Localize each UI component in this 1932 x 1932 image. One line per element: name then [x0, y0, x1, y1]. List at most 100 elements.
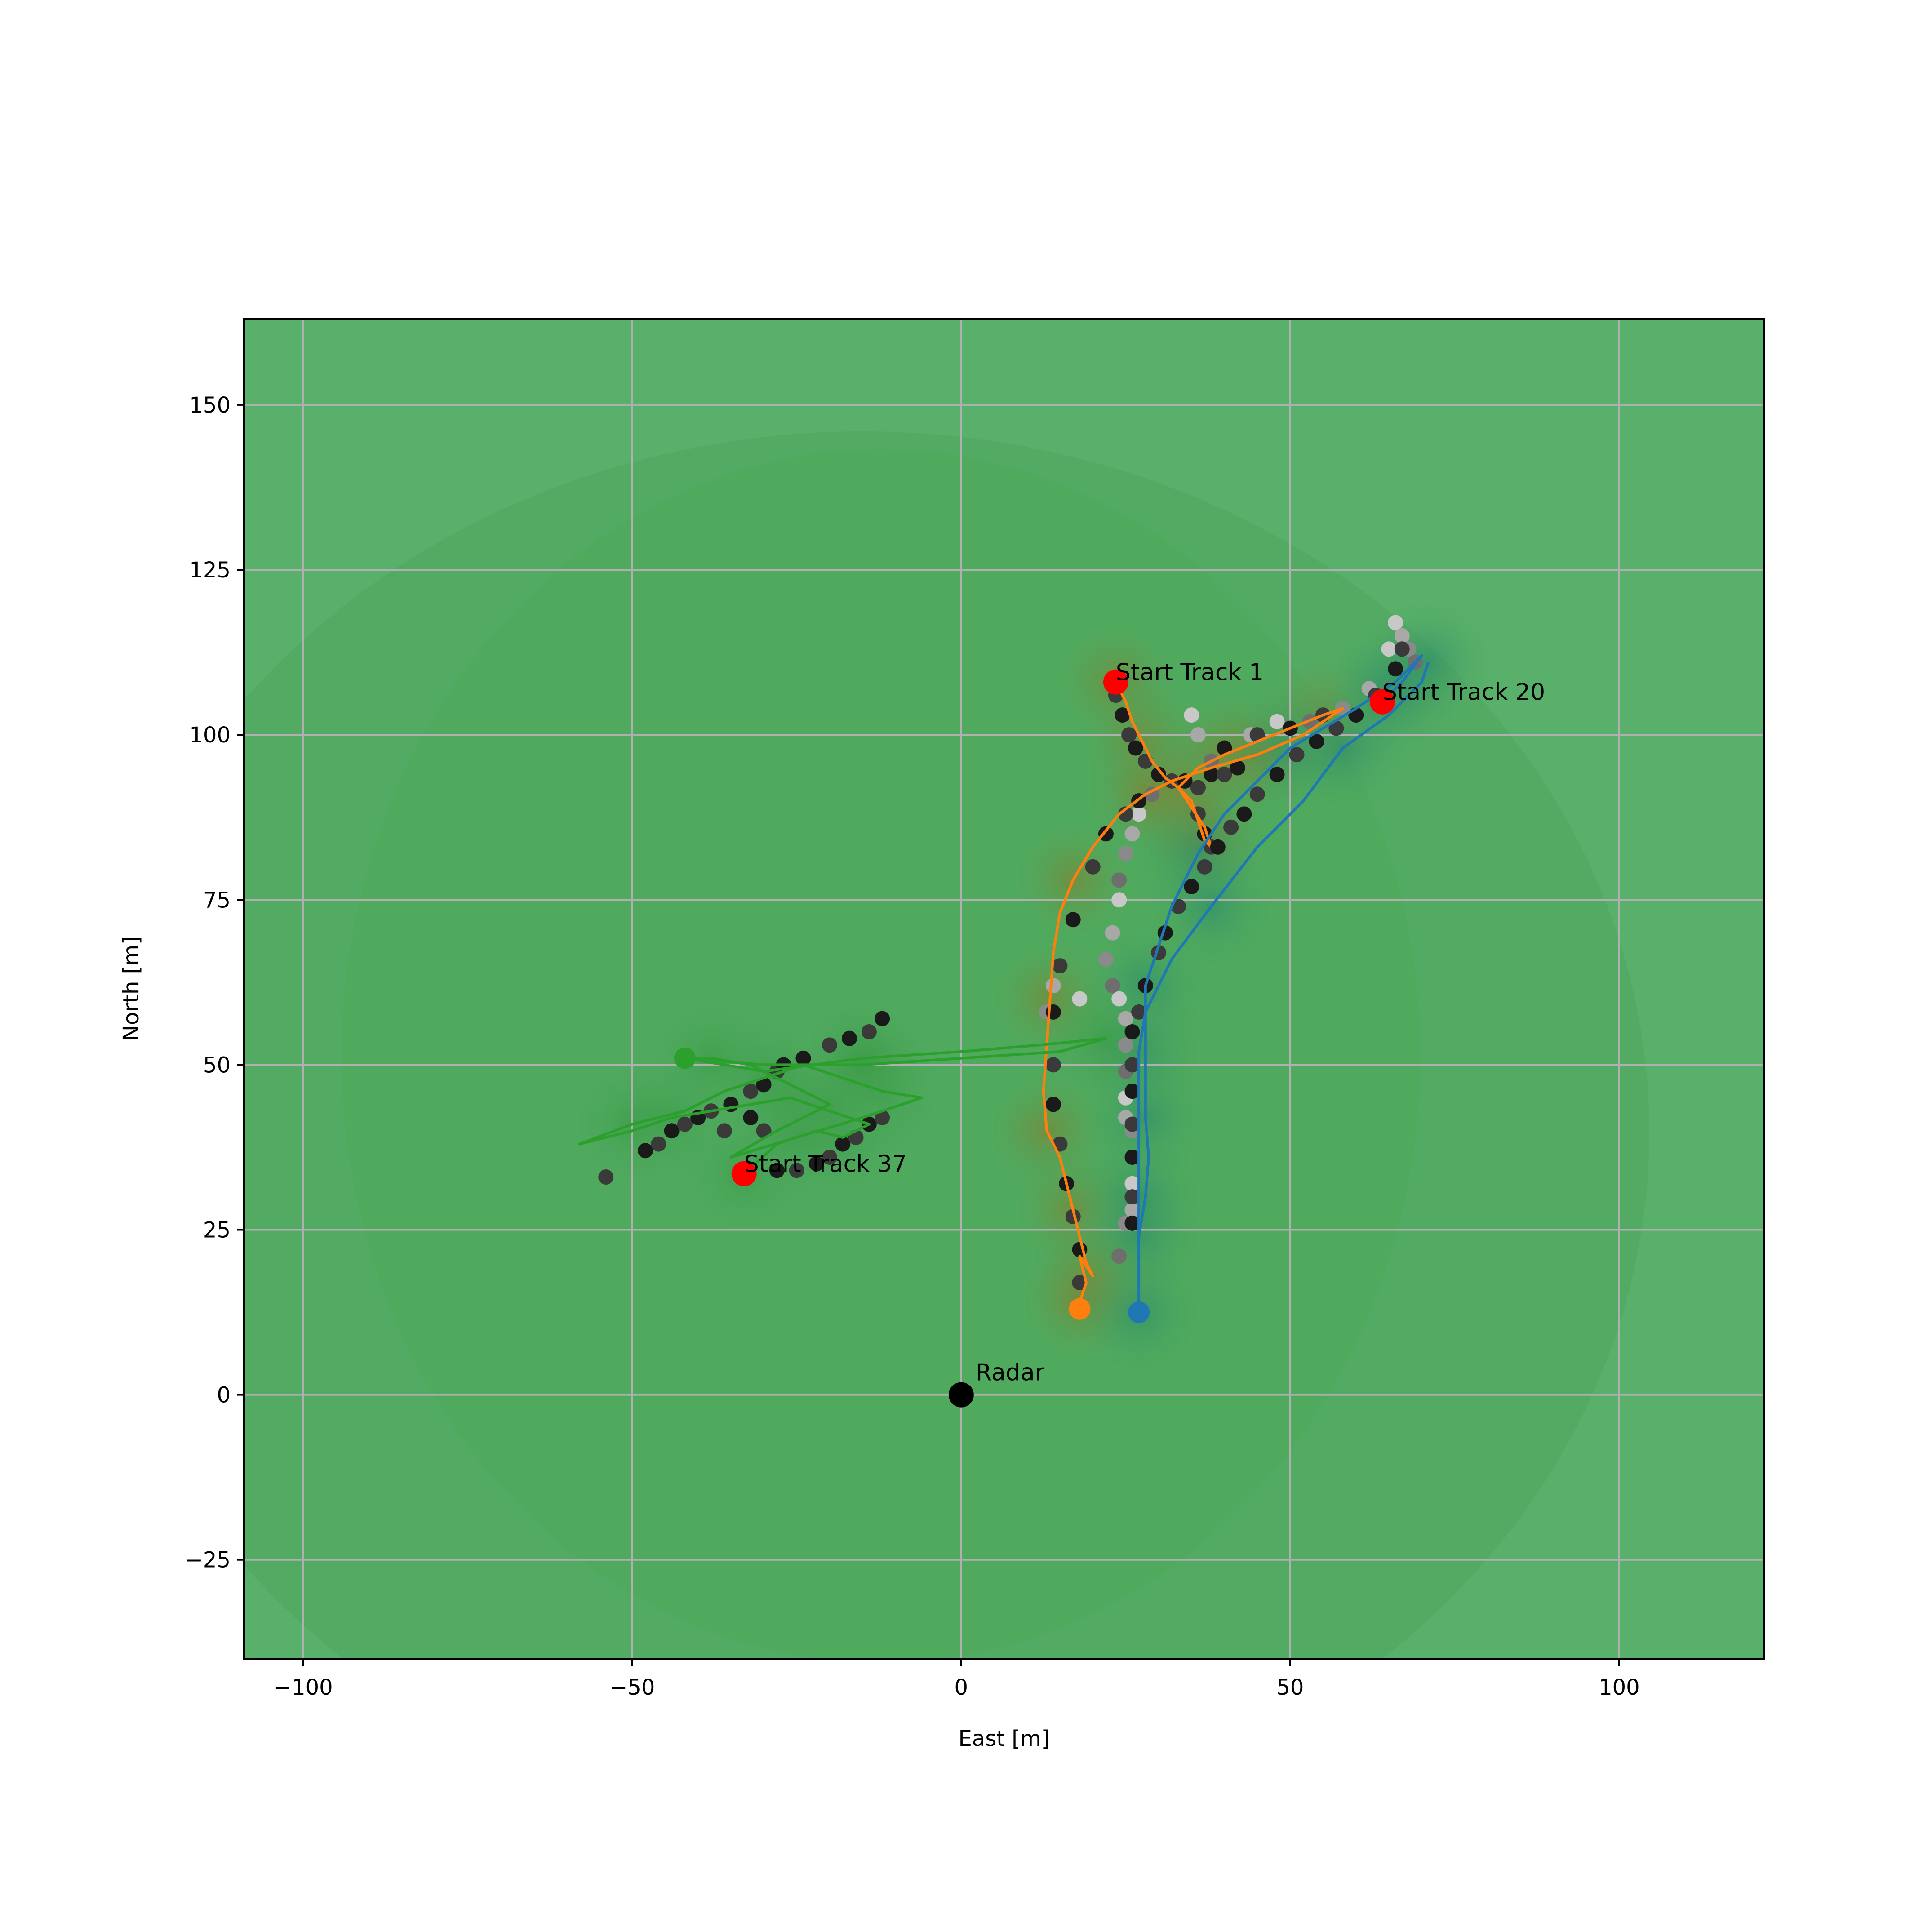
- detection-point: [1118, 846, 1133, 862]
- detection-point: [1204, 767, 1219, 782]
- y-tick-label: −25: [185, 1548, 231, 1573]
- detection-point: [651, 1136, 666, 1152]
- tracks: [578, 641, 1430, 1314]
- detection-point: [1131, 806, 1147, 822]
- detection-point: [1151, 767, 1167, 782]
- detection-point: [1115, 707, 1130, 723]
- detection-point: [861, 1024, 877, 1039]
- x-axis-label: East [m]: [958, 1726, 1049, 1751]
- detection-point: [716, 1123, 732, 1139]
- track-line: [1137, 654, 1430, 1314]
- track-start-marker: [1103, 669, 1128, 695]
- detection-point: [1381, 641, 1397, 657]
- y-axis-ticks: −25 0 25 50 75 100 125 150: [185, 393, 244, 1573]
- detection-point: [875, 1011, 890, 1026]
- detection-point: [743, 1084, 759, 1099]
- detection-point: [1072, 991, 1088, 1007]
- detection-point: [1269, 714, 1285, 729]
- markers: [674, 669, 1395, 1408]
- detection-point: [835, 1136, 851, 1152]
- detection-point: [1217, 767, 1232, 782]
- track-start-marker: [731, 1161, 757, 1186]
- detection-point: [1394, 641, 1410, 657]
- y-tick-label: 125: [189, 558, 231, 583]
- detection-point: [1111, 991, 1127, 1007]
- x-tick-label: 0: [955, 1675, 968, 1700]
- y-tick-label: 50: [203, 1053, 231, 1078]
- grid: [244, 319, 1764, 1659]
- detection-point: [1230, 760, 1245, 776]
- radar-label: Radar: [976, 1359, 1045, 1386]
- detection-point: [841, 1030, 857, 1046]
- detection-point: [1124, 1215, 1140, 1231]
- detection-point: [1184, 707, 1199, 723]
- plot-area: [244, 319, 1764, 1659]
- y-tick-label: 25: [203, 1217, 231, 1243]
- x-tick-label: −100: [274, 1675, 333, 1700]
- detection-point: [1124, 1024, 1140, 1039]
- x-tick-label: −50: [609, 1675, 655, 1700]
- track-line: [578, 1037, 1107, 1175]
- detection-point: [1124, 1084, 1140, 1099]
- start-label-track-37: Start Track 37: [744, 1151, 907, 1178]
- detection-point: [795, 1050, 811, 1066]
- detection-point: [1249, 786, 1265, 802]
- detection-point: [1085, 859, 1101, 875]
- y-axis-label: North [m]: [119, 936, 144, 1041]
- detection-point: [1124, 1176, 1140, 1191]
- detection-point: [822, 1037, 838, 1053]
- detection-point: [1124, 1202, 1140, 1218]
- detection-point: [1184, 879, 1199, 894]
- detection-point: [756, 1077, 772, 1093]
- detection-point: [1121, 727, 1137, 743]
- track-end-marker: [1069, 1298, 1091, 1320]
- detection-point: [1236, 806, 1252, 822]
- detection-point: [1128, 740, 1143, 756]
- detection-point: [1210, 839, 1226, 855]
- detection-point: [1328, 720, 1344, 736]
- detection-point: [1098, 826, 1114, 842]
- detection-point: [808, 1156, 824, 1172]
- detection-point: [1118, 1011, 1133, 1026]
- detection-point: [1124, 826, 1140, 842]
- detection-point: [789, 1163, 804, 1178]
- detection-point: [1223, 819, 1239, 835]
- detection-point: [664, 1123, 680, 1139]
- detection-point: [1111, 1248, 1127, 1264]
- detection-point: [1197, 859, 1212, 875]
- detection-point: [1105, 978, 1120, 994]
- detection-point: [1289, 747, 1305, 763]
- y-tick-label: 75: [203, 888, 231, 913]
- track-line: [1042, 681, 1344, 1309]
- detection-point: [1388, 615, 1403, 631]
- detection-point: [1072, 1275, 1088, 1290]
- detection-point: [1309, 733, 1324, 749]
- detection-point: [1098, 951, 1114, 967]
- x-tick-label: 50: [1276, 1675, 1304, 1700]
- detection-point: [1124, 1149, 1140, 1165]
- detection-point: [822, 1149, 838, 1165]
- detection-point: [1124, 1057, 1140, 1073]
- start-label-track-20: Start Track 20: [1382, 679, 1545, 706]
- detection-point: [1045, 1097, 1061, 1112]
- detection-point: [638, 1143, 653, 1159]
- detection-point: [743, 1110, 759, 1125]
- detection-point: [1190, 780, 1206, 795]
- detection-point: [1052, 958, 1068, 974]
- detection-point: [1111, 872, 1127, 888]
- track-start-marker: [1369, 689, 1395, 715]
- detection-point: [1045, 1057, 1061, 1073]
- detection-point: [677, 1116, 693, 1132]
- detection-point: [875, 1110, 890, 1125]
- track-end-marker: [674, 1047, 696, 1069]
- y-tick-label: 150: [189, 393, 231, 418]
- detection-point: [1388, 661, 1403, 677]
- detection-point: [1045, 978, 1061, 994]
- detection-point: [769, 1163, 785, 1178]
- radar-marker: [948, 1382, 974, 1408]
- detection-point: [1111, 892, 1127, 908]
- x-axis-ticks: −100 −50 0 50 100: [274, 1659, 1640, 1700]
- detection-point: [1269, 767, 1285, 782]
- detection-point: [1105, 925, 1120, 941]
